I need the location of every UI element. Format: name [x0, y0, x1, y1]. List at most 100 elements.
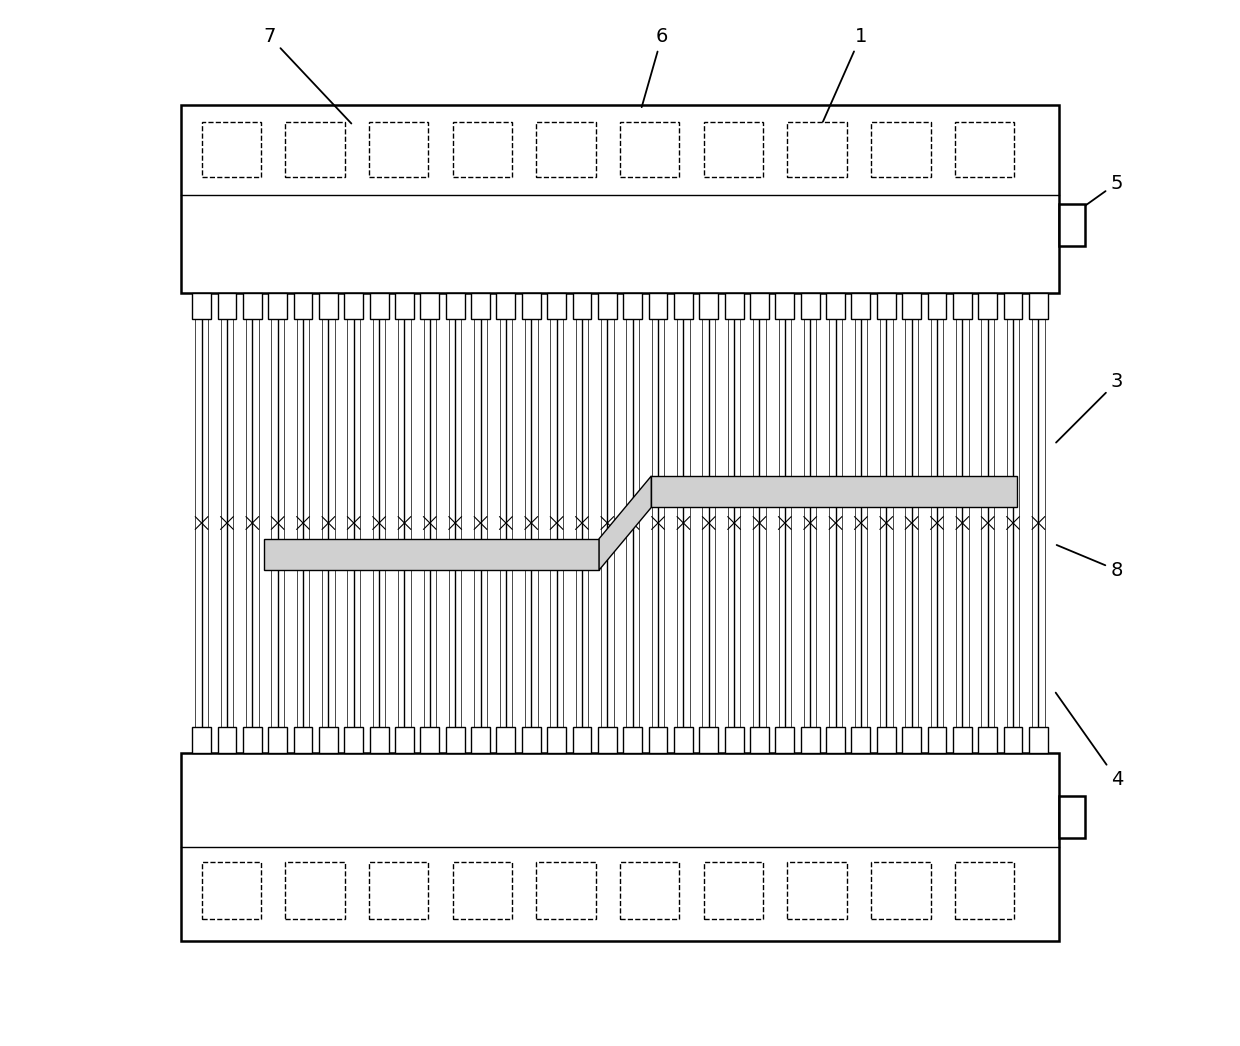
Bar [624, 727, 642, 753]
Bar [928, 293, 946, 319]
Bar [1029, 727, 1048, 753]
Bar [903, 727, 921, 753]
Bar [191, 763, 1049, 847]
Bar [620, 862, 680, 918]
Bar [345, 727, 363, 753]
Bar [396, 293, 414, 319]
Text: 7: 7 [263, 27, 351, 123]
Bar [496, 293, 516, 319]
Bar [952, 727, 972, 753]
Bar [852, 727, 870, 753]
Bar [420, 293, 439, 319]
Polygon shape [599, 476, 651, 570]
Bar [620, 122, 680, 178]
Bar [496, 727, 516, 753]
Bar [285, 122, 345, 178]
Bar [573, 727, 591, 753]
Bar [870, 862, 930, 918]
Bar [952, 293, 972, 319]
Bar [396, 727, 414, 753]
Bar [775, 727, 795, 753]
Bar [420, 727, 439, 753]
Bar [319, 293, 337, 319]
Bar [750, 293, 769, 319]
Bar [370, 293, 388, 319]
Bar [268, 293, 288, 319]
Bar [537, 122, 595, 178]
Bar [703, 862, 763, 918]
Bar [598, 293, 616, 319]
Bar [285, 862, 345, 918]
Bar [243, 727, 262, 753]
Bar [370, 727, 388, 753]
Bar [801, 293, 820, 319]
Bar [453, 122, 512, 178]
Bar [877, 293, 895, 319]
Bar [787, 862, 847, 918]
Bar [955, 862, 1014, 918]
Bar [445, 727, 465, 753]
Bar [649, 727, 667, 753]
Bar [370, 122, 429, 178]
Text: 6: 6 [641, 27, 668, 107]
Bar [522, 727, 541, 753]
Bar [181, 105, 1059, 293]
Bar [202, 122, 262, 178]
Bar [675, 293, 693, 319]
Bar [724, 293, 744, 319]
Bar [243, 293, 262, 319]
Text: 1: 1 [810, 27, 867, 153]
Bar [537, 862, 595, 918]
Text: 3: 3 [1056, 372, 1123, 442]
Bar [217, 727, 237, 753]
Bar [191, 850, 1049, 931]
Bar [319, 727, 337, 753]
Bar [750, 727, 769, 753]
Bar [826, 293, 844, 319]
Bar [345, 293, 363, 319]
Bar [826, 727, 844, 753]
Bar [547, 727, 565, 753]
Bar [775, 293, 795, 319]
Bar [294, 293, 312, 319]
Bar [978, 727, 997, 753]
Bar [192, 727, 211, 753]
Bar [1029, 293, 1048, 319]
Text: 5: 5 [1083, 174, 1123, 207]
Bar [471, 293, 490, 319]
Bar [370, 862, 429, 918]
Bar [955, 122, 1014, 178]
Text: 8: 8 [1056, 545, 1123, 579]
Bar [649, 293, 667, 319]
Bar [903, 293, 921, 319]
Bar [675, 727, 693, 753]
Bar [453, 862, 512, 918]
Bar [202, 862, 262, 918]
Bar [268, 727, 288, 753]
Bar [191, 110, 1049, 189]
Bar [651, 476, 1018, 507]
Bar [1059, 204, 1085, 246]
Bar [522, 293, 541, 319]
Bar [445, 293, 465, 319]
Bar [1059, 796, 1085, 838]
Bar [801, 727, 820, 753]
Bar [471, 727, 490, 753]
Bar [1003, 293, 1023, 319]
Bar [787, 122, 847, 178]
Bar [192, 293, 211, 319]
Bar [699, 293, 718, 319]
Bar [624, 293, 642, 319]
Bar [877, 727, 895, 753]
Bar [724, 727, 744, 753]
Bar [598, 727, 616, 753]
Bar [852, 293, 870, 319]
Bar [703, 122, 763, 178]
Bar [699, 727, 718, 753]
Bar [294, 727, 312, 753]
Bar [870, 122, 930, 178]
Bar [1003, 727, 1023, 753]
Bar [573, 293, 591, 319]
Bar [264, 539, 599, 570]
Bar [978, 293, 997, 319]
